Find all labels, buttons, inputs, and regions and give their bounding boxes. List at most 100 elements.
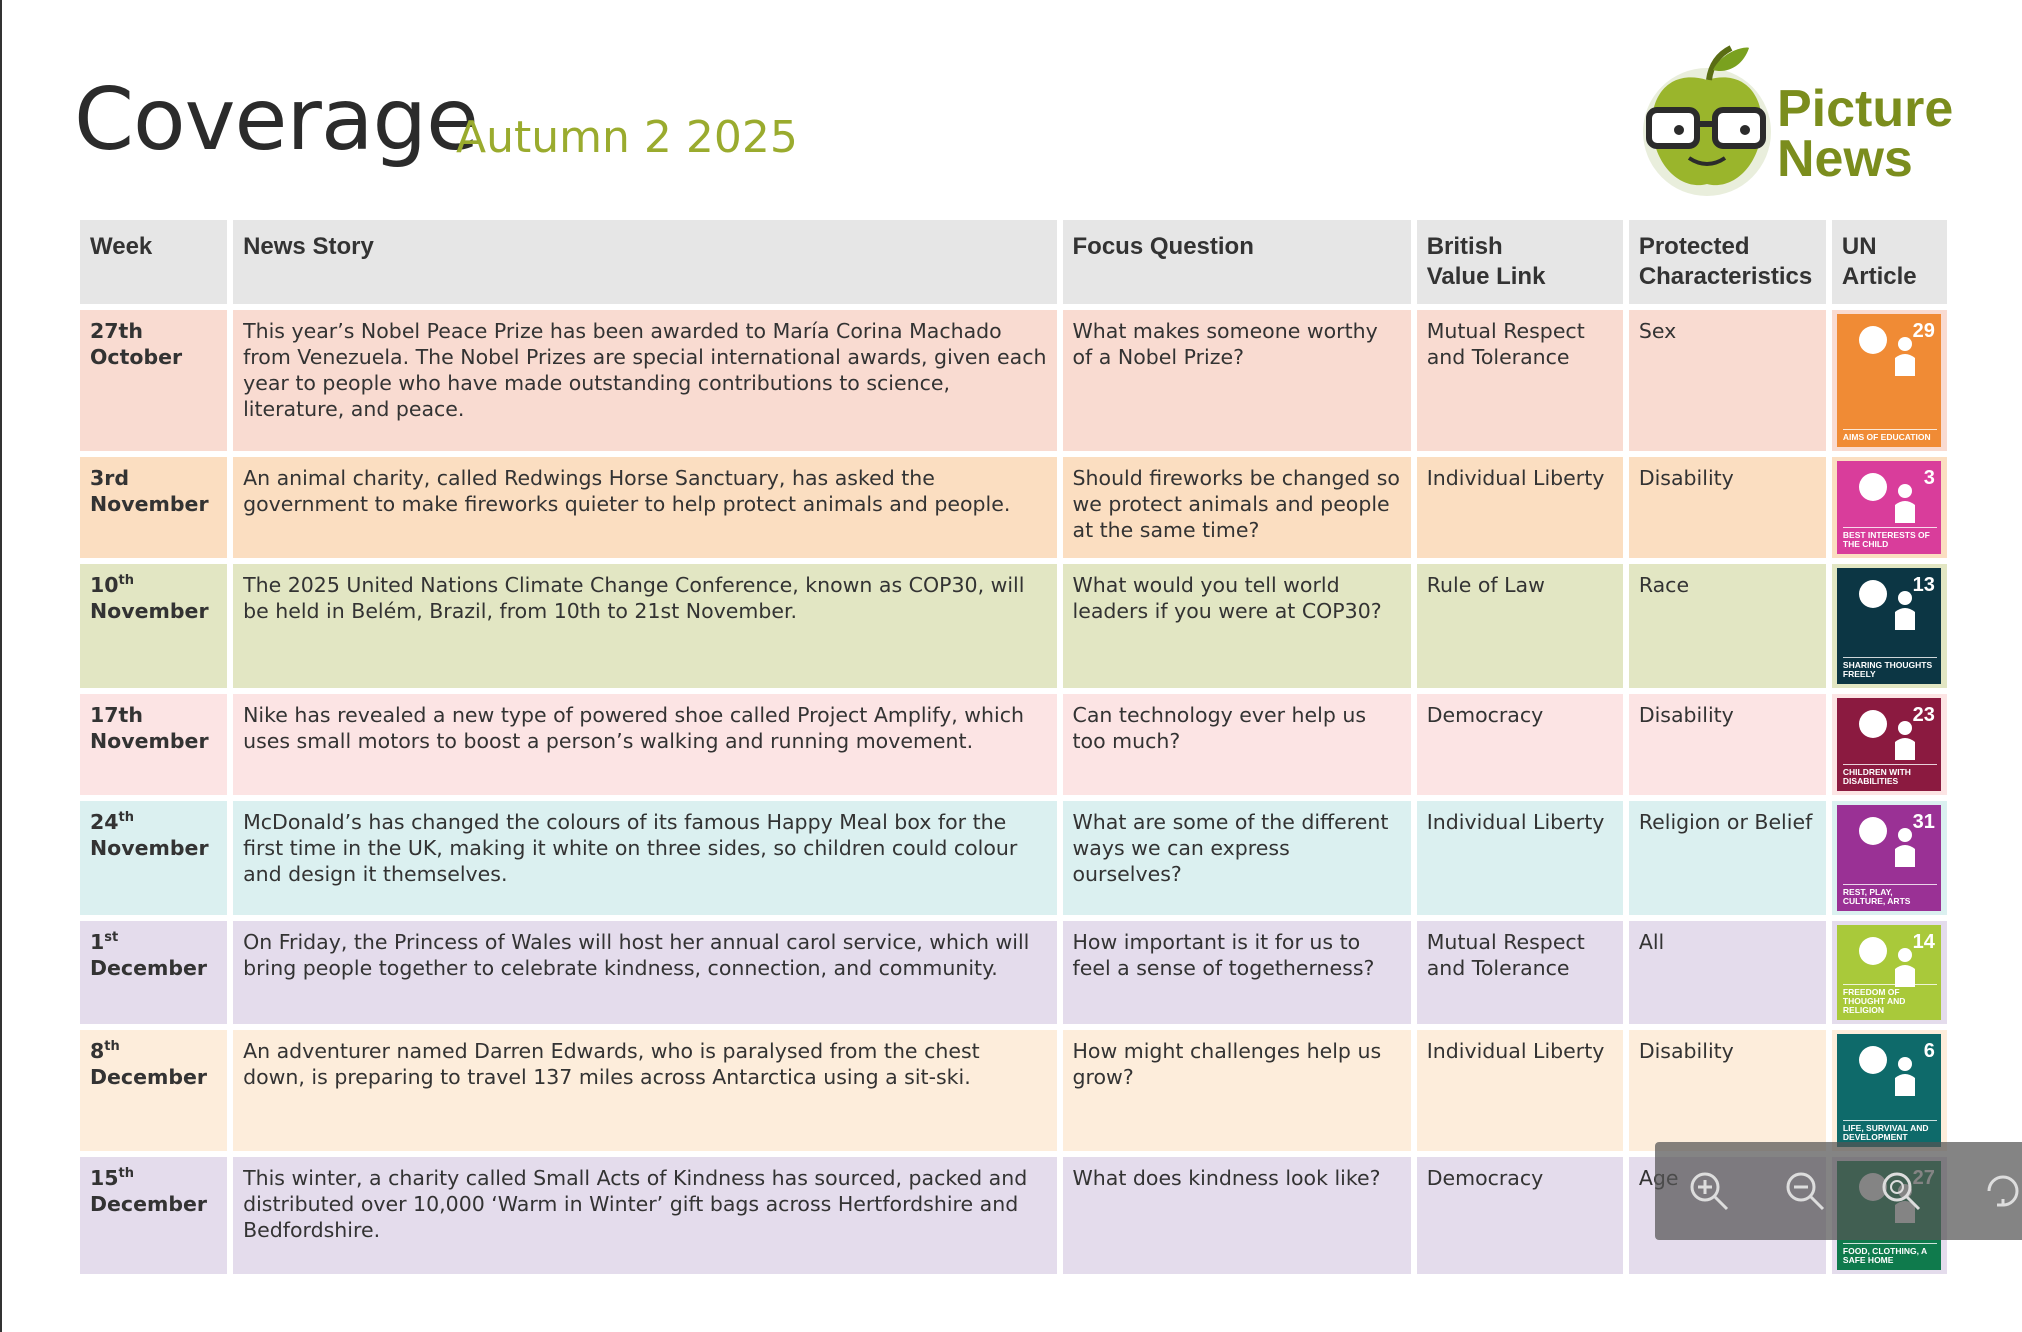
- week-month: December: [90, 1065, 208, 1089]
- header-cell: British Value Link: [1416, 220, 1623, 304]
- header-text: British: [1426, 233, 1503, 260]
- badge-icon: [1858, 1046, 1915, 1096]
- logo-word: Picture: [1777, 80, 1954, 138]
- header-text: Week: [90, 233, 153, 260]
- british-value: Individual Liberty: [1416, 457, 1623, 558]
- news-story: An adventurer named Darren Edwards, who …: [233, 1030, 1057, 1151]
- week-month: November: [90, 729, 209, 753]
- un-article-cell: 23 CHILDREN WITH DISABILITIES: [1831, 694, 1947, 795]
- week-day: 15th: [90, 1165, 217, 1191]
- header-text: Characteristics: [1638, 263, 1813, 290]
- news-story: This year’s Nobel Peace Prize has been a…: [233, 310, 1057, 451]
- un-article-cell: 6 LIFE, SURVIVAL AND DEVELOPMENT: [1831, 1030, 1947, 1151]
- article-caption: FREEDOM OF THOUGHT AND RELIGION: [1842, 984, 1937, 1015]
- british-value: Mutual Respect and Tolerance: [1416, 310, 1623, 451]
- week-day-number: 24: [90, 810, 119, 834]
- rotate-button[interactable]: [1981, 1169, 2022, 1213]
- news-story: McDonald’s has changed the colours of it…: [233, 801, 1057, 915]
- week-day: 10th: [90, 572, 217, 598]
- week-day: 24th: [90, 809, 217, 835]
- news-story: Nike has revealed a new type of powered …: [233, 694, 1057, 795]
- header-cell: News Story: [233, 220, 1057, 304]
- badge-icon: [1858, 326, 1915, 376]
- protected-characteristic: Race: [1628, 564, 1826, 688]
- week-cell: 15th December: [80, 1157, 228, 1274]
- zoom-out-button[interactable]: [1783, 1169, 1827, 1213]
- article-number: 3: [1923, 467, 1935, 489]
- week-day: 8th: [90, 1038, 217, 1064]
- table-row: 8th December An adventurer named Darren Ed…: [80, 1030, 1947, 1151]
- header-text: UN: [1841, 233, 1877, 260]
- british-value: Mutual Respect and Tolerance: [1416, 921, 1623, 1024]
- british-value: Democracy: [1416, 694, 1623, 795]
- week-day: 17th: [90, 702, 217, 728]
- un-article-cell: 3 BEST INTERESTS OF THE CHILD: [1831, 457, 1947, 558]
- un-article-badge: 13 SHARING THOUGHTS FREELY: [1836, 568, 1941, 684]
- reset-button[interactable]: [1879, 1169, 1923, 1213]
- badge-icon: [1858, 710, 1915, 760]
- week-day-number: 27th: [90, 319, 143, 343]
- week-day-number: 17th: [90, 703, 143, 727]
- coverage-table: Week News Story Focus Question British Value…: [74, 214, 1953, 1280]
- focus-question: What are some of the different ways we c…: [1062, 801, 1411, 915]
- week-day-suffix: th: [118, 810, 135, 826]
- protected-characteristic: Sex: [1628, 310, 1826, 451]
- article-number: 23: [1912, 704, 1935, 726]
- article-caption: SHARING THOUGHTS FREELY: [1842, 657, 1937, 679]
- protected-characteristic: All: [1628, 921, 1826, 1024]
- week-day-number: 8: [90, 1039, 105, 1063]
- un-article-badge: 29 AIMS OF EDUCATION: [1836, 314, 1941, 447]
- week-day-number: 10: [90, 573, 119, 597]
- british-value: Rule of Law: [1416, 564, 1623, 688]
- week-day-number: 3rd: [90, 466, 130, 490]
- header-cell: Week: [80, 220, 228, 304]
- week-month: December: [90, 956, 208, 980]
- badge-icon: [1858, 580, 1915, 630]
- title: Coverage: [74, 70, 479, 170]
- week-month: November: [90, 492, 209, 516]
- table-row: 27th October This year’s Nobel Peace Prize…: [80, 310, 1947, 451]
- protected-characteristic: Disability: [1628, 457, 1826, 558]
- week-cell: 8th December: [80, 1030, 228, 1151]
- zoom-in-button[interactable]: [1687, 1169, 1731, 1213]
- focus-question: How might challenges help us grow?: [1062, 1030, 1411, 1151]
- logo-word: News: [1777, 130, 1913, 188]
- header-row: Week News Story Focus Question British Value…: [80, 220, 1947, 304]
- british-value: Democracy: [1416, 1157, 1623, 1274]
- news-story: This winter, a charity called Small Acts…: [233, 1157, 1057, 1274]
- protected-characteristic: Religion or Belief: [1628, 801, 1826, 915]
- article-caption: FOOD, CLOTHING, A SAFE HOME: [1842, 1243, 1937, 1265]
- british-value: Individual Liberty: [1416, 1030, 1623, 1151]
- table-row: 17th November Nike has revealed a new type…: [80, 694, 1947, 795]
- focus-question: Can technology ever help us too much?: [1062, 694, 1411, 795]
- focus-question: What does kindness look like?: [1062, 1157, 1411, 1274]
- header-cell: Protected Characteristics: [1628, 220, 1826, 304]
- logo-text: Picture News: [1777, 80, 1954, 188]
- article-number: 29: [1912, 320, 1935, 342]
- badge-icon: [1858, 473, 1915, 523]
- un-article-badge: 3 BEST INTERESTS OF THE CHILD: [1836, 461, 1941, 554]
- article-caption: LIFE, SURVIVAL AND DEVELOPMENT: [1842, 1120, 1937, 1142]
- week-cell: 24th November: [80, 801, 228, 915]
- table-body: 27th October This year’s Nobel Peace Prize…: [80, 310, 1947, 1274]
- week-month: November: [90, 599, 209, 623]
- news-story: The 2025 United Nations Climate Change C…: [233, 564, 1057, 688]
- header-cell: UN Article: [1831, 220, 1947, 304]
- week-day-suffix: th: [118, 573, 135, 589]
- focus-question: Should fireworks be changed so we protec…: [1062, 457, 1411, 558]
- week-day-suffix: th: [118, 1166, 135, 1182]
- subtitle: Autumn 2 2025: [456, 112, 798, 163]
- protected-characteristic: Disability: [1628, 694, 1826, 795]
- table-row: 1st December On Friday, the Princess of Wa…: [80, 921, 1947, 1024]
- week-day: 27th: [90, 318, 217, 344]
- header-cell: Focus Question: [1062, 220, 1411, 304]
- focus-question: What makes someone worthy of a Nobel Pri…: [1062, 310, 1411, 451]
- week-day: 3rd: [90, 465, 217, 491]
- article-number: 14: [1912, 931, 1935, 953]
- week-cell: 17th November: [80, 694, 228, 795]
- header-text: Focus Question: [1072, 233, 1254, 260]
- un-article-cell: 31 REST, PLAY, CULTURE, ARTS: [1831, 801, 1947, 915]
- article-caption: BEST INTERESTS OF THE CHILD: [1842, 527, 1937, 549]
- article-number: 13: [1912, 574, 1935, 596]
